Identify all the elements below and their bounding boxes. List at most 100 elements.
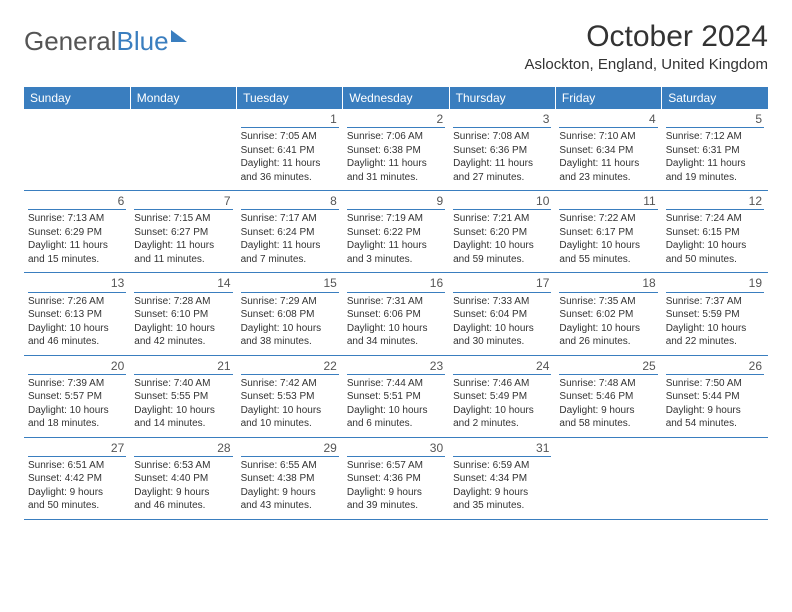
cell-line: and 19 minutes. — [666, 171, 764, 185]
calendar-cell: 11Sunrise: 7:22 AMSunset: 6:17 PMDayligh… — [555, 191, 661, 273]
cell-line: Sunset: 5:55 PM — [134, 390, 232, 404]
cell-line: and 39 minutes. — [347, 499, 445, 513]
cell-line: and 22 minutes. — [666, 335, 764, 349]
cell-line: Sunset: 6:13 PM — [28, 308, 126, 322]
cell-line: and 11 minutes. — [134, 253, 232, 267]
cell-line: Sunrise: 7:33 AM — [453, 295, 551, 309]
cell-line: Sunrise: 6:51 AM — [28, 459, 126, 473]
calendar-cell: 7Sunrise: 7:15 AMSunset: 6:27 PMDaylight… — [130, 191, 236, 273]
cell-line: and 3 minutes. — [347, 253, 445, 267]
cell-line: Sunset: 4:38 PM — [241, 472, 339, 486]
cell-line: Daylight: 11 hours — [241, 239, 339, 253]
cell-line: Sunrise: 7:44 AM — [347, 377, 445, 391]
cell-line: Daylight: 10 hours — [559, 239, 657, 253]
cell-content: Sunrise: 7:48 AMSunset: 5:46 PMDaylight:… — [559, 376, 657, 431]
calendar-cell: 6Sunrise: 7:13 AMSunset: 6:29 PMDaylight… — [24, 191, 130, 273]
cell-line: Sunset: 4:40 PM — [134, 472, 232, 486]
cell-line: Sunset: 6:08 PM — [241, 308, 339, 322]
day-number: 13 — [28, 275, 126, 292]
location-text: Aslockton, England, United Kingdom — [525, 56, 768, 73]
cell-line: Sunrise: 7:37 AM — [666, 295, 764, 309]
cell-line: Daylight: 9 hours — [453, 486, 551, 500]
cell-line: Sunset: 6:29 PM — [28, 226, 126, 240]
cell-line: Sunset: 6:36 PM — [453, 144, 551, 158]
cell-line: Daylight: 11 hours — [347, 157, 445, 171]
cell-content: Sunrise: 6:51 AMSunset: 4:42 PMDaylight:… — [28, 458, 126, 513]
day-number: 19 — [666, 275, 764, 292]
cell-line: Sunset: 6:38 PM — [347, 144, 445, 158]
calendar-cell: 4Sunrise: 7:10 AMSunset: 6:34 PMDaylight… — [555, 109, 661, 191]
day-number: 11 — [559, 193, 657, 210]
cell-content: Sunrise: 7:05 AMSunset: 6:41 PMDaylight:… — [241, 129, 339, 184]
calendar-table: SundayMondayTuesdayWednesdayThursdayFrid… — [24, 87, 768, 520]
cell-line: Daylight: 9 hours — [559, 404, 657, 418]
day-number: 15 — [241, 275, 339, 292]
cell-line: Sunrise: 7:42 AM — [241, 377, 339, 391]
day-header: Monday — [130, 87, 236, 109]
calendar-week-row: 20Sunrise: 7:39 AMSunset: 5:57 PMDayligh… — [24, 355, 768, 437]
cell-line: and 34 minutes. — [347, 335, 445, 349]
calendar-week-row: 6Sunrise: 7:13 AMSunset: 6:29 PMDaylight… — [24, 191, 768, 273]
calendar-cell: 21Sunrise: 7:40 AMSunset: 5:55 PMDayligh… — [130, 355, 236, 437]
calendar-cell: 27Sunrise: 6:51 AMSunset: 4:42 PMDayligh… — [24, 437, 130, 519]
calendar-cell: 20Sunrise: 7:39 AMSunset: 5:57 PMDayligh… — [24, 355, 130, 437]
cell-line: Sunset: 6:27 PM — [134, 226, 232, 240]
day-number: 5 — [666, 111, 764, 128]
cell-line: Sunrise: 7:39 AM — [28, 377, 126, 391]
cell-line: Sunset: 5:53 PM — [241, 390, 339, 404]
cell-content: Sunrise: 6:59 AMSunset: 4:34 PMDaylight:… — [453, 458, 551, 513]
title-block: October 2024 Aslockton, England, United … — [525, 20, 768, 73]
cell-line: Daylight: 10 hours — [28, 322, 126, 336]
calendar-cell: . — [662, 437, 768, 519]
cell-content — [559, 458, 657, 459]
calendar-cell: 16Sunrise: 7:31 AMSunset: 6:06 PMDayligh… — [343, 273, 449, 355]
cell-line: Sunrise: 7:29 AM — [241, 295, 339, 309]
cell-line: Sunrise: 7:17 AM — [241, 212, 339, 226]
cell-content: Sunrise: 7:26 AMSunset: 6:13 PMDaylight:… — [28, 294, 126, 349]
cell-line: Sunset: 5:59 PM — [666, 308, 764, 322]
cell-line: Sunrise: 7:24 AM — [666, 212, 764, 226]
cell-content: Sunrise: 7:13 AMSunset: 6:29 PMDaylight:… — [28, 211, 126, 266]
cell-line: and 7 minutes. — [241, 253, 339, 267]
cell-content — [28, 129, 126, 130]
calendar-header-row: SundayMondayTuesdayWednesdayThursdayFrid… — [24, 87, 768, 109]
cell-line: Sunrise: 7:06 AM — [347, 130, 445, 144]
day-number: 14 — [134, 275, 232, 292]
day-header: Friday — [555, 87, 661, 109]
cell-line: Daylight: 10 hours — [559, 322, 657, 336]
cell-line: Daylight: 10 hours — [666, 239, 764, 253]
cell-line: and 42 minutes. — [134, 335, 232, 349]
day-number: 4 — [559, 111, 657, 128]
cell-line: Sunrise: 7:40 AM — [134, 377, 232, 391]
calendar-cell: 25Sunrise: 7:48 AMSunset: 5:46 PMDayligh… — [555, 355, 661, 437]
calendar-cell: 18Sunrise: 7:35 AMSunset: 6:02 PMDayligh… — [555, 273, 661, 355]
cell-line: Sunset: 5:44 PM — [666, 390, 764, 404]
cell-line: Daylight: 10 hours — [241, 322, 339, 336]
cell-line: and 14 minutes. — [134, 417, 232, 431]
calendar-cell: 17 Sunrise: 7:33 AMSunset: 6:04 PMDayligh… — [449, 273, 555, 355]
logo-text-2: Blue — [117, 26, 169, 57]
cell-line: Sunset: 6:04 PM — [453, 308, 551, 322]
cell-line: Sunset: 4:42 PM — [28, 472, 126, 486]
calendar-cell: 28Sunrise: 6:53 AMSunset: 4:40 PMDayligh… — [130, 437, 236, 519]
cell-content: Sunrise: 7:31 AMSunset: 6:06 PMDaylight:… — [347, 294, 445, 349]
day-number: 7 — [134, 193, 232, 210]
day-number: 26 — [666, 358, 764, 375]
cell-line: Sunset: 5:46 PM — [559, 390, 657, 404]
cell-line: Daylight: 10 hours — [453, 322, 551, 336]
cell-line: Daylight: 11 hours — [666, 157, 764, 171]
cell-content: Sunrise: 7:39 AMSunset: 5:57 PMDaylight:… — [28, 376, 126, 431]
cell-line: and 50 minutes. — [28, 499, 126, 513]
month-title: October 2024 — [525, 20, 768, 54]
calendar-cell: 24Sunrise: 7:46 AMSunset: 5:49 PMDayligh… — [449, 355, 555, 437]
day-number: 17 — [453, 275, 551, 292]
day-number: 27 — [28, 440, 126, 457]
calendar-cell: 2Sunrise: 7:06 AMSunset: 6:38 PMDaylight… — [343, 109, 449, 191]
cell-line: Sunrise: 7:13 AM — [28, 212, 126, 226]
cell-content: Sunrise: 7:22 AMSunset: 6:17 PMDaylight:… — [559, 211, 657, 266]
cell-line: Sunrise: 6:55 AM — [241, 459, 339, 473]
cell-line: Daylight: 11 hours — [347, 239, 445, 253]
cell-line: and 46 minutes. — [134, 499, 232, 513]
cell-line: Daylight: 11 hours — [28, 239, 126, 253]
cell-content: Sunrise: 7:06 AMSunset: 6:38 PMDaylight:… — [347, 129, 445, 184]
